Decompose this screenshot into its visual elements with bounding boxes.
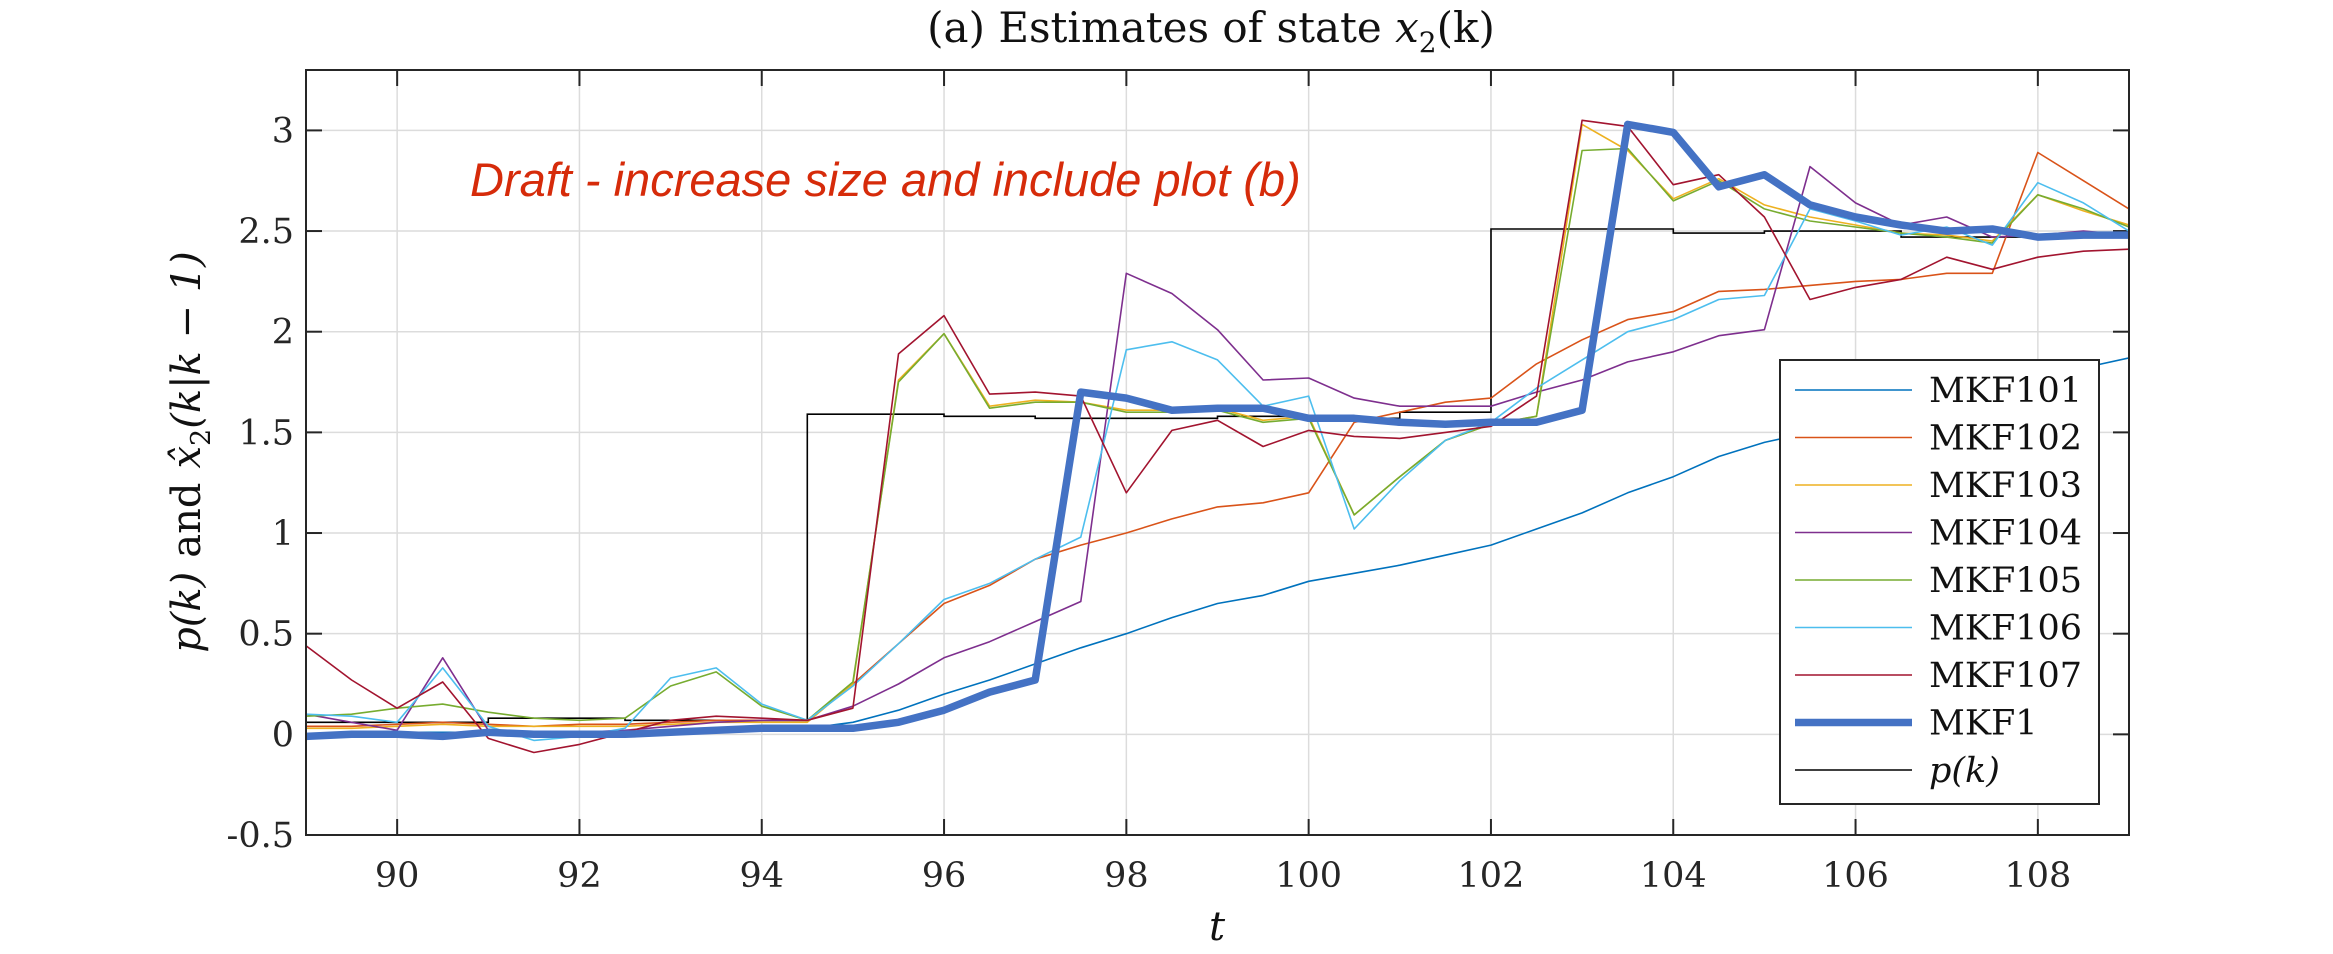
y-axis-label-xhat: x̂ [164,446,210,469]
legend-label: MKF102 [1929,419,2082,459]
legend-label: MKF106 [1929,609,2082,649]
chart-title-variable: x [1395,3,1419,52]
x-tick-label: 90 [375,856,420,896]
y-axis-label-p: p(k) [164,572,210,653]
series-line-mkf102 [306,151,2129,728]
y-tick-label: 2.5 [238,212,294,252]
x-tick-label: 106 [1822,856,1889,896]
y-axis-label-subscript: 2 [186,429,217,446]
y-tick-label: 3 [272,111,294,151]
x-tick-label: 98 [1104,856,1149,896]
legend: MKF101 MKF102 MKF103 MKF104 MKF105 MKF106 MKF1… [1779,359,2100,805]
series-line-mkf1 [306,120,2129,741]
chart-title-subscript: 2 [1419,26,1437,59]
legend-label: MKF105 [1929,561,2082,601]
x-tick-label: 100 [1275,856,1342,896]
chart-title: (a) Estimates of state x2(k) [927,3,1495,59]
chart-title-suffix: (k) [1437,3,1495,52]
plot-frame [305,69,2130,836]
legend-label: p(k) [1929,751,2000,791]
x-tick-label: 104 [1640,856,1707,896]
tick-labels: 90 92 94 96 98 100 102 104 106 108 -0.5 0 0.5 1 1.5 2 2.… [227,111,2072,896]
y-tick-label: 1 [272,514,294,554]
y-axis-label-argument: (k|k − 1) [164,251,210,429]
legend-label: MKF103 [1929,466,2082,506]
x-axis-label: t [1209,904,1226,950]
legend-label: MKF101 [1929,371,2082,411]
x-tick-label: 94 [739,856,784,896]
y-tick-label: 1.5 [238,413,294,453]
legend-items: MKF101 MKF102 MKF103 MKF104 MKF105 MKF106 MKF1… [1795,371,2082,791]
x-tick-label: 92 [557,856,602,896]
legend-label: MKF104 [1929,514,2082,554]
y-tick-label: 0.5 [238,615,294,655]
legend-label: MKF1 [1929,704,2038,744]
draft-annotation: Draft - increase size and include plot (… [470,153,1301,206]
legend-label: MKF107 [1929,656,2082,696]
y-axis-label-and: and [164,483,210,558]
x-tick-label: 102 [1458,856,1525,896]
legend-box [1779,359,2100,805]
chart-title-prefix: (a) Estimates of state [927,3,1395,52]
y-axis-label: p(k) and x̂2(k|k − 1) [164,251,217,653]
y-tick-label: -0.5 [227,816,295,856]
y-tick-label: 2 [272,313,294,353]
x-tick-label: 96 [922,856,967,896]
y-tick-label: 0 [272,715,294,755]
series-lines [306,119,2129,754]
x-tick-label: 108 [2004,856,2071,896]
